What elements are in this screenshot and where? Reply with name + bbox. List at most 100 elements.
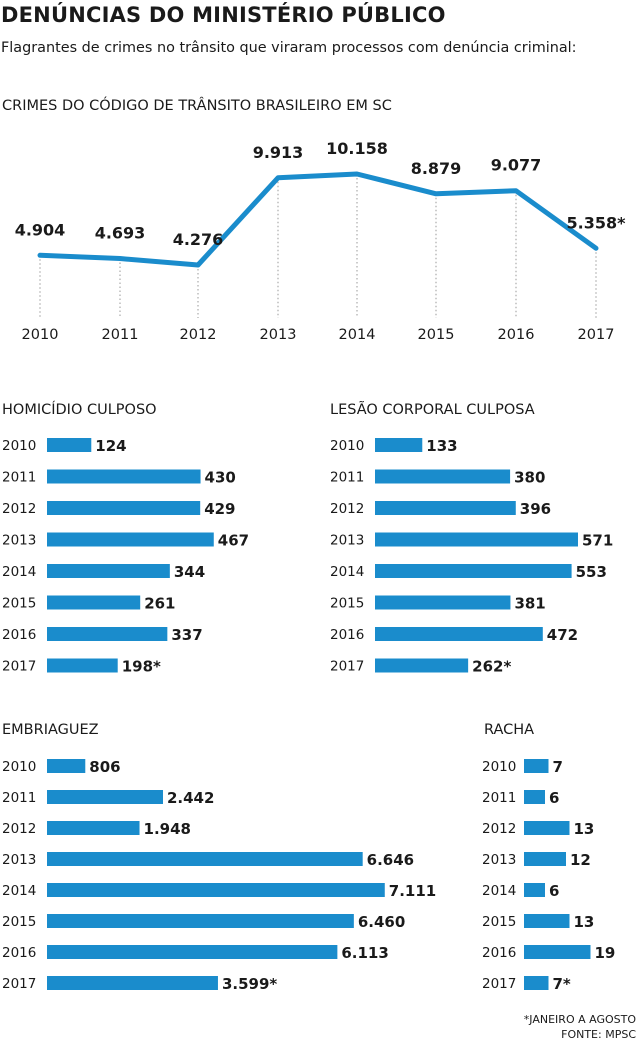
embriaguez-bar <box>47 883 385 897</box>
line-data-label: 5.358* <box>567 213 627 232</box>
lesao-year-label: 2016 <box>330 627 364 643</box>
racha-bar <box>524 976 549 990</box>
homicidio-value-label: 261 <box>144 595 175 613</box>
lesao-year-label: 2015 <box>330 596 364 612</box>
embriaguez-value-label: 6.113 <box>341 944 388 962</box>
lesao-value-label: 133 <box>426 437 457 455</box>
footnote-source: FONTE: MPSC <box>561 1028 636 1041</box>
embriaguez-year-label: 2014 <box>2 883 36 899</box>
footnote: *JANEIRO A AGOSTO FONTE: MPSC <box>524 1012 636 1042</box>
line-series <box>37 171 599 268</box>
racha-value-label: 6 <box>549 789 559 807</box>
lesao-year-label: 2010 <box>330 438 364 454</box>
lesao-bar <box>375 595 511 610</box>
line-x-tick-label: 2012 <box>180 327 217 343</box>
embriaguez-value-label: 7.111 <box>389 882 436 900</box>
homicidio-year-label: 2010 <box>2 438 36 454</box>
line-data-label: 9.913 <box>253 143 304 162</box>
page-title: DENÚNCIAS DO MINISTÉRIO PÚBLICO <box>1 3 446 27</box>
embriaguez-value-label: 1.948 <box>144 820 191 838</box>
embriaguez-value-label: 3.599* <box>222 975 277 993</box>
embriaguez-year-label: 2015 <box>2 914 36 930</box>
embriaguez-bar <box>47 914 354 928</box>
racha-value-label: 19 <box>595 944 616 962</box>
racha-bar <box>524 883 545 897</box>
lesao-year-label: 2014 <box>330 564 364 580</box>
page-subtitle: Flagrantes de crimes no trânsito que vir… <box>1 40 577 56</box>
line-chart-title: CRIMES DO CÓDIGO DE TRÂNSITO BRASILEIRO … <box>2 96 392 114</box>
homicidio-value-label: 198* <box>122 658 161 676</box>
embriaguez-title: EMBRIAGUEZ <box>2 722 99 738</box>
lesao-bar <box>375 501 516 515</box>
line-data-label: 9.077 <box>491 156 542 175</box>
homicidio-value-label: 344 <box>174 563 205 581</box>
lesao-bar <box>375 438 423 452</box>
homicidio-value-label: 467 <box>218 532 249 550</box>
homicidio-year-label: 2013 <box>2 533 36 549</box>
embriaguez-bar <box>47 945 338 959</box>
embriaguez-bar <box>47 821 140 835</box>
homicidio-value-label: 124 <box>95 437 126 455</box>
embriaguez-value-label: 6.460 <box>358 913 405 931</box>
homicidio-value-label: 337 <box>171 626 202 644</box>
embriaguez-year-label: 2011 <box>2 790 36 806</box>
homicidio-year-label: 2016 <box>2 627 36 643</box>
racha-year-label: 2015 <box>482 914 516 930</box>
line-data-label: 4.276 <box>173 230 224 249</box>
line-data-label: 4.904 <box>15 220 66 239</box>
homicidio-bar <box>47 564 170 578</box>
embriaguez-bar <box>47 852 363 866</box>
embriaguez-year-label: 2012 <box>2 821 36 837</box>
lesao-value-label: 571 <box>582 532 613 550</box>
line-x-tick-label: 2013 <box>260 327 297 343</box>
racha-bar <box>524 914 570 928</box>
racha-year-label: 2013 <box>482 852 516 868</box>
racha-value-label: 12 <box>570 851 591 869</box>
embriaguez-bar <box>47 976 218 990</box>
homicidio-year-label: 2014 <box>2 564 36 580</box>
homicidio-year-label: 2015 <box>2 596 36 612</box>
footnote-note: *JANEIRO A AGOSTO <box>523 1013 636 1026</box>
line-x-tick-label: 2010 <box>22 327 59 343</box>
line-data-label: 8.879 <box>411 159 462 178</box>
racha-bar <box>524 790 545 804</box>
lesao-bar <box>375 564 572 578</box>
lesao-value-label: 472 <box>547 626 578 644</box>
racha-year-label: 2016 <box>482 945 516 961</box>
lesao-bar <box>375 627 543 641</box>
racha-year-label: 2017 <box>482 976 516 992</box>
lesao-value-label: 553 <box>576 563 607 581</box>
homicidio-bar <box>47 469 201 484</box>
racha-year-label: 2011 <box>482 790 516 806</box>
embriaguez-value-label: 2.442 <box>167 789 214 807</box>
racha-bar <box>524 945 591 959</box>
embriaguez-value-label: 6.646 <box>367 851 414 869</box>
line-x-tick-label: 2016 <box>498 327 535 343</box>
homicidio-value-label: 430 <box>205 469 236 487</box>
line-x-tick-label: 2015 <box>418 327 455 343</box>
racha-bar <box>524 759 549 773</box>
homicidio-year-label: 2011 <box>2 470 36 486</box>
lesao-value-label: 396 <box>520 500 551 518</box>
lesao-value-label: 380 <box>514 469 545 487</box>
racha-year-label: 2014 <box>482 883 516 899</box>
racha-value-label: 13 <box>574 913 595 931</box>
lesao-year-label: 2013 <box>330 533 364 549</box>
racha-value-label: 7* <box>553 975 571 993</box>
lesao-bar <box>375 532 578 547</box>
homicidio-bar <box>47 595 141 610</box>
homicidio-title: HOMICÍDIO CULPOSO <box>2 401 157 418</box>
embriaguez-year-label: 2017 <box>2 976 36 992</box>
racha-value-label: 7 <box>553 758 563 776</box>
embriaguez-bar <box>47 790 163 804</box>
line-x-tick-label: 2017 <box>578 327 615 343</box>
lesao-year-label: 2012 <box>330 501 364 517</box>
racha-title: RACHA <box>484 722 534 738</box>
lesao-year-label: 2011 <box>330 470 364 486</box>
racha-year-label: 2012 <box>482 821 516 837</box>
homicidio-bar <box>47 438 92 452</box>
racha-year-label: 2010 <box>482 759 516 775</box>
line-data-label: 10.158 <box>326 139 388 158</box>
racha-bar <box>524 821 570 835</box>
